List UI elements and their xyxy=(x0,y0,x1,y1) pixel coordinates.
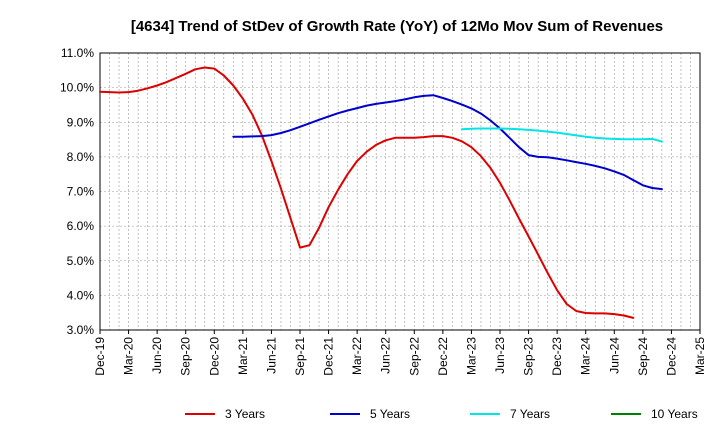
series-line-3-years xyxy=(99,66,635,319)
y-tick-label: 7.0% xyxy=(67,185,95,199)
x-tick-label: Jun-24 xyxy=(607,337,621,374)
x-tick-label: Jun-20 xyxy=(150,337,164,374)
legend-label: 7 Years xyxy=(510,407,550,421)
legend-label: 3 Years xyxy=(225,407,265,421)
x-tick-label: Sep-20 xyxy=(179,337,193,376)
x-tick-label: Sep-21 xyxy=(293,337,307,376)
legend-label: 5 Years xyxy=(370,407,410,421)
series-line-5-years xyxy=(232,94,663,191)
y-tick-label: 5.0% xyxy=(67,254,95,268)
x-tick-label: Mar-22 xyxy=(350,337,364,375)
y-tick-label: 6.0% xyxy=(67,219,95,233)
series-layer xyxy=(99,66,663,319)
x-tick-label: Mar-21 xyxy=(236,337,250,375)
x-tick-label: Sep-24 xyxy=(636,337,650,376)
y-tick-label: 11.0% xyxy=(61,46,94,60)
x-tick-label: Mar-20 xyxy=(122,337,136,375)
y-tick-label: 3.0% xyxy=(67,323,95,337)
x-tick-label: Mar-23 xyxy=(464,337,478,375)
y-tick-label: 4.0% xyxy=(67,288,95,302)
x-tick-label: Mar-24 xyxy=(579,337,593,375)
x-tick-label: Dec-21 xyxy=(322,337,336,376)
legend-label: 10 Years xyxy=(651,407,698,421)
x-tick-label: Jun-23 xyxy=(493,337,507,374)
y-tick-label: 10.0% xyxy=(60,81,94,95)
x-tick-label: Jun-21 xyxy=(264,337,278,374)
x-tick-label: Dec-24 xyxy=(664,337,678,376)
series-line-7-years xyxy=(460,127,663,143)
grid-layer xyxy=(100,53,700,330)
x-tick-label: Dec-22 xyxy=(436,337,450,376)
chart-title: [4634] Trend of StDev of Growth Rate (Yo… xyxy=(131,18,663,35)
x-tick-label: Sep-22 xyxy=(407,337,421,376)
x-tick-label: Mar-25 xyxy=(693,337,707,375)
x-tick-label: Dec-23 xyxy=(550,337,564,376)
x-tick-label: Sep-23 xyxy=(522,337,536,376)
y-tick-label: 8.0% xyxy=(67,150,95,164)
x-tick-label: Dec-19 xyxy=(93,337,107,376)
y-tick-label: 9.0% xyxy=(67,115,95,129)
x-tick-label: Dec-20 xyxy=(207,337,221,376)
legend: 3 Years 5 Years 7 Years 10 Years xyxy=(185,407,698,421)
x-tick-label: Jun-22 xyxy=(379,337,393,374)
plot-frame xyxy=(99,52,701,331)
axis-layer: 3.0% 4.0% 5.0% 6.0% 7.0% 8.0% 9.0% 10.0% 11.0% De… xyxy=(60,46,707,376)
